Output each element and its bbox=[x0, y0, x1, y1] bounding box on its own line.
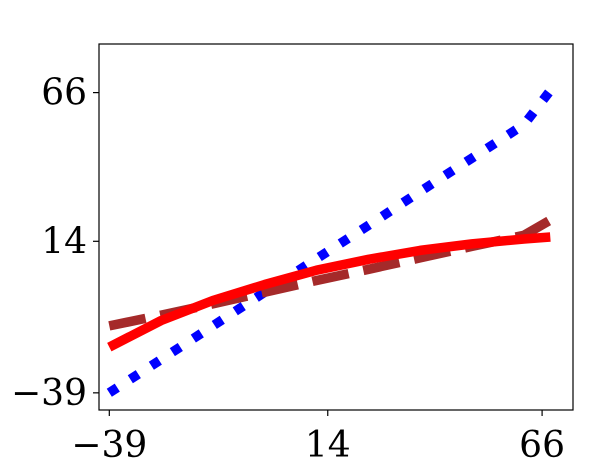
x-tick-label: 14 bbox=[305, 425, 351, 466]
plot-area-frame bbox=[98, 43, 574, 411]
y-tick-label: 14 bbox=[41, 221, 87, 262]
x-axis: −39 14 66 bbox=[71, 410, 565, 466]
y-tick-label: −39 bbox=[11, 373, 87, 414]
series-line-solid bbox=[107, 232, 551, 352]
y-axis: −39 14 66 bbox=[11, 73, 99, 414]
y-tick-label: 66 bbox=[41, 73, 87, 114]
x-tick-label: 66 bbox=[519, 425, 565, 466]
x-tick-label: −39 bbox=[71, 425, 147, 466]
series-line-dotted bbox=[106, 87, 555, 397]
series-layer bbox=[106, 87, 555, 397]
